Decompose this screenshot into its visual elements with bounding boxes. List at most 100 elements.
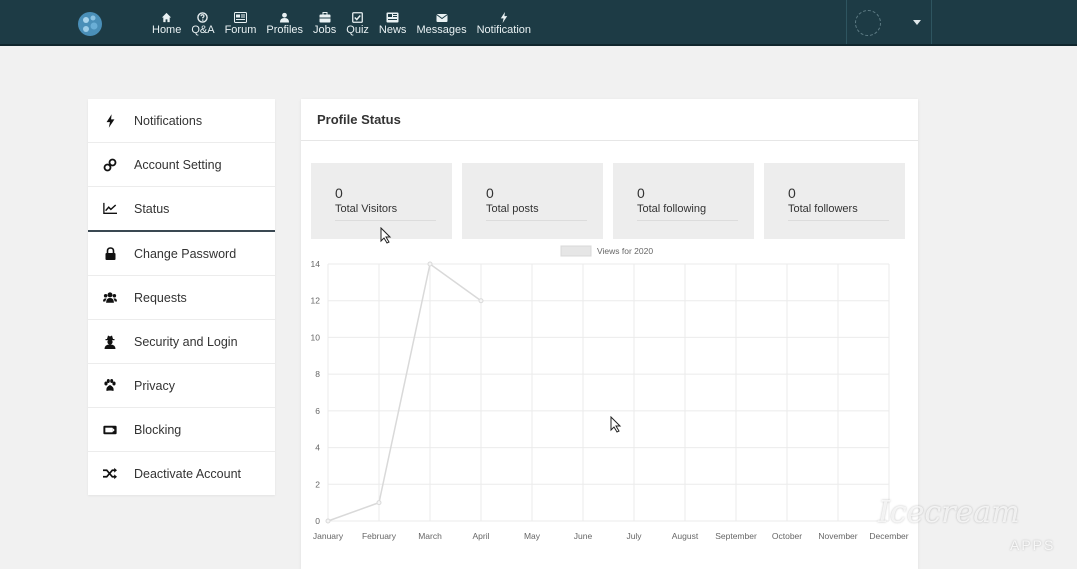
- nav-item-quiz[interactable]: Quiz: [346, 0, 369, 44]
- x-tick-label: March: [418, 531, 442, 541]
- data-point: [427, 261, 433, 267]
- y-tick-label: 6: [315, 406, 320, 416]
- sidebar-item-change-password[interactable]: Change Password: [88, 232, 275, 276]
- stat-value: 0: [335, 185, 343, 201]
- stat-label: Total followers: [788, 203, 858, 215]
- x-tick-label: December: [869, 531, 908, 541]
- sidebar-item-label: Account Setting: [134, 157, 222, 172]
- y-tick-label: 2: [315, 479, 320, 489]
- nav-item-profiles[interactable]: Profiles: [266, 0, 303, 44]
- block-icon: [103, 423, 117, 437]
- sidebar-item-label: Notifications: [134, 113, 203, 128]
- sidebar-item-account-setting[interactable]: Account Setting: [88, 143, 275, 187]
- chevron-down-icon[interactable]: [913, 20, 921, 25]
- data-point: [376, 500, 382, 506]
- stat-label: Total following: [637, 203, 707, 215]
- random-icon: [103, 467, 117, 481]
- sidebar-item-requests[interactable]: Requests: [88, 276, 275, 320]
- y-tick-label: 10: [311, 332, 321, 342]
- site-logo-icon[interactable]: [76, 9, 103, 39]
- stat-value: 0: [788, 185, 796, 201]
- nav-item-jobs[interactable]: Jobs: [313, 0, 336, 44]
- sidebar-item-security-and-login[interactable]: Security and Login: [88, 320, 275, 364]
- mouse-cursor-icon: [610, 416, 622, 433]
- x-tick-label: January: [313, 531, 344, 541]
- stat-box: 0 Total posts: [462, 163, 603, 239]
- series-line: [327, 262, 482, 522]
- users-icon: [103, 291, 117, 305]
- nav-item-label: Messages: [416, 24, 467, 36]
- nav-item-label: Notification: [476, 24, 531, 36]
- x-tick-label: June: [574, 531, 593, 541]
- x-tick-label: May: [524, 531, 541, 541]
- watermark-subtext: APPS: [1010, 537, 1056, 553]
- sidebar-item-label: Security and Login: [134, 334, 238, 349]
- briefcase-icon: [319, 12, 331, 23]
- card-title: Profile Status: [301, 99, 918, 141]
- stat-value: 0: [486, 185, 494, 201]
- sidebar-item-label: Privacy: [134, 378, 175, 393]
- stat-box: 0 Total Visitors: [311, 163, 452, 239]
- sidebar-item-status[interactable]: Status: [88, 187, 275, 232]
- stat-divider: [788, 220, 889, 221]
- lock-icon: [103, 247, 117, 261]
- main-nav: Home Q&A Forum Profiles Jobs Quiz News Messages…: [152, 0, 541, 44]
- nav-item-home[interactable]: Home: [152, 0, 181, 44]
- user-secret-icon: [103, 335, 117, 349]
- sidebar-item-privacy[interactable]: Privacy: [88, 364, 275, 408]
- nav-item-label: Forum: [224, 24, 257, 36]
- nav-item-label: Profiles: [266, 24, 304, 36]
- stat-box: 0 Total followers: [764, 163, 905, 239]
- check-square-icon: [352, 12, 364, 23]
- sidebar-item-label: Requests: [134, 290, 187, 305]
- user-menu[interactable]: [846, 0, 932, 44]
- top-navbar: Home Q&A Forum Profiles Jobs Quiz News Messages…: [0, 0, 1077, 46]
- bolt-icon: [103, 113, 117, 128]
- nav-item-forum[interactable]: Forum: [224, 0, 257, 44]
- y-tick-label: 0: [315, 516, 320, 526]
- stat-divider: [486, 220, 587, 221]
- avatar[interactable]: [855, 10, 881, 36]
- nav-item-label: Q&A: [191, 24, 215, 36]
- x-tick-label: September: [715, 531, 757, 541]
- x-tick-label: November: [818, 531, 857, 541]
- legend-swatch: [560, 245, 592, 257]
- nav-item-label: Jobs: [313, 24, 337, 36]
- legend-label: Views for 2020: [597, 246, 653, 256]
- home-icon: [161, 12, 172, 23]
- settings-sidebar: Notifications Account Setting Status Change…: [88, 99, 275, 495]
- x-tick-label: February: [362, 531, 397, 541]
- link-icon: [103, 158, 117, 172]
- nav-item-news[interactable]: News: [378, 0, 407, 44]
- envelope-icon: [435, 12, 448, 23]
- stat-label: Total Visitors: [335, 203, 398, 215]
- stats-row: 0 Total Visitors 0 Total posts 0 Total follow…: [311, 163, 915, 239]
- nav-item-label: News: [378, 24, 407, 36]
- y-tick-label: 4: [315, 443, 320, 453]
- paw-icon: [103, 379, 117, 393]
- line-chart-icon: [103, 202, 117, 216]
- views-line-chart: 0 2 4 6 8 10 12 14 January February March April May J…: [311, 245, 909, 541]
- nav-item-label: Home: [152, 24, 182, 36]
- nav-item-q-a[interactable]: Q&A: [191, 0, 215, 44]
- stat-box: 0 Total following: [613, 163, 754, 239]
- sidebar-item-deactivate-account[interactable]: Deactivate Account: [88, 452, 275, 495]
- sidebar-item-notifications[interactable]: Notifications: [88, 99, 275, 143]
- profiles-icon: [279, 12, 290, 23]
- x-tick-label: August: [672, 531, 699, 541]
- nav-item-messages[interactable]: Messages: [416, 0, 467, 44]
- x-tick-label: October: [772, 531, 802, 541]
- sidebar-item-label: Deactivate Account: [134, 466, 242, 481]
- data-point: [478, 298, 484, 304]
- y-tick-label: 8: [315, 369, 320, 379]
- stat-label: Total posts: [486, 203, 539, 215]
- data-point: [325, 518, 331, 524]
- news-icon: [386, 12, 399, 23]
- sidebar-item-label: Change Password: [134, 246, 237, 261]
- nav-item-notification[interactable]: Notification: [477, 0, 531, 44]
- x-tick-label: April: [472, 531, 489, 541]
- stat-value: 0: [637, 185, 645, 201]
- sidebar-item-blocking[interactable]: Blocking: [88, 408, 275, 452]
- sidebar-item-label: Blocking: [134, 422, 182, 437]
- sidebar-item-label: Status: [134, 201, 170, 216]
